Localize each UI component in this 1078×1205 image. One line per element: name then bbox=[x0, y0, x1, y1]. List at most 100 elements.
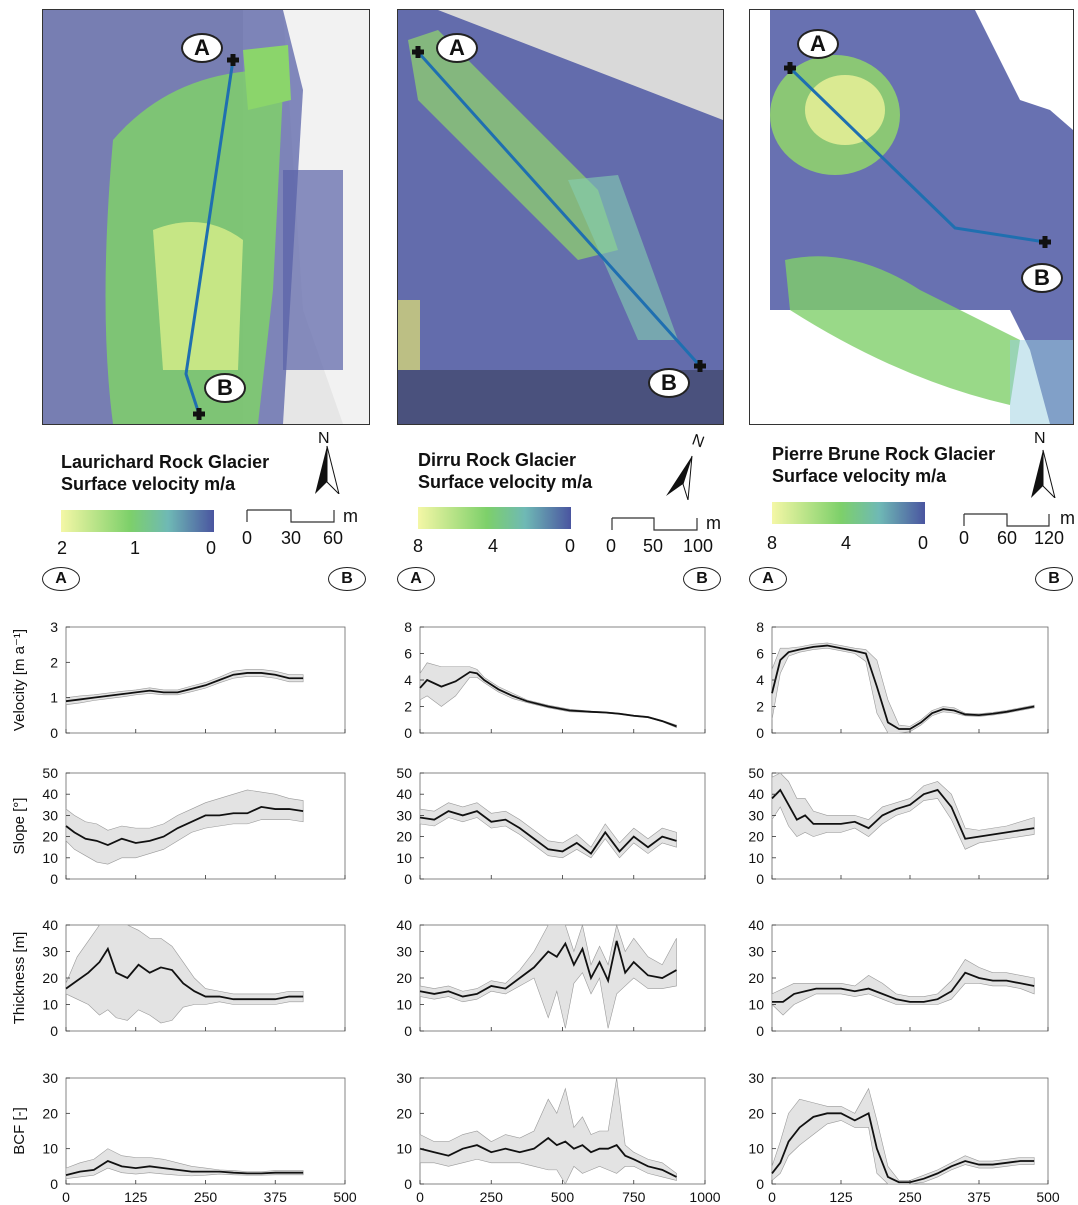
series-line bbox=[65, 805, 304, 847]
plot-frame bbox=[419, 772, 706, 880]
legend-title: Pierre Brune Rock Glacier Surface veloci… bbox=[772, 443, 995, 487]
y-tick-label: 40 bbox=[42, 917, 58, 933]
y-tick-label: 30 bbox=[396, 1070, 412, 1086]
north-arrow-icon bbox=[1031, 449, 1056, 498]
x-tick-label: 125 bbox=[829, 1189, 853, 1205]
uncertainty-band bbox=[65, 669, 304, 706]
legend-title-line2: Surface velocity m/a bbox=[772, 466, 947, 486]
scale-unit: m bbox=[343, 506, 358, 526]
y-tick-label: 10 bbox=[748, 1141, 764, 1157]
colorbar-tick: 0 bbox=[206, 538, 217, 558]
x-tick-label: 0 bbox=[416, 1189, 424, 1205]
scale-tick: 120 bbox=[1034, 528, 1065, 548]
y-tick-label: 0 bbox=[404, 725, 412, 741]
series-line bbox=[419, 1136, 677, 1178]
uncertainty-band bbox=[771, 642, 1035, 734]
colorbar-tick: 0 bbox=[565, 536, 576, 556]
scale-tick: 50 bbox=[643, 536, 664, 556]
y-tick-label: 10 bbox=[396, 997, 412, 1013]
colorbar-tick: 0 bbox=[918, 533, 929, 553]
y-tick-label: 50 bbox=[748, 765, 764, 781]
y-tick-label: 50 bbox=[42, 765, 58, 781]
series-line bbox=[419, 671, 677, 728]
x-tick-label: 375 bbox=[967, 1189, 991, 1205]
legend-title-line2: Surface velocity m/a bbox=[61, 474, 236, 494]
x-tick-label: 750 bbox=[622, 1189, 646, 1205]
series-line bbox=[419, 940, 677, 998]
scale-tick: 60 bbox=[323, 528, 344, 548]
series-line bbox=[771, 644, 1035, 730]
y-tick-label: 0 bbox=[756, 1176, 764, 1192]
map-label-b: B bbox=[1021, 263, 1063, 293]
cross-markers bbox=[193, 46, 1051, 420]
y-tick-label: 20 bbox=[748, 829, 764, 845]
velocity-colorbar bbox=[418, 507, 571, 529]
y-axis-label: Slope [°] bbox=[11, 798, 28, 855]
x-tick-label: 1000 bbox=[689, 1189, 720, 1205]
y-tick-label: 0 bbox=[756, 1023, 764, 1039]
scale-tick: 60 bbox=[997, 528, 1018, 548]
scale-tick: 30 bbox=[281, 528, 302, 548]
series-line bbox=[771, 1112, 1035, 1184]
colorbar-tick: 1 bbox=[130, 538, 141, 558]
y-tick-label: 30 bbox=[396, 807, 412, 823]
legend-title: Dirru Rock Glacier Surface velocity m/a bbox=[418, 449, 592, 493]
north-label: N bbox=[1034, 430, 1046, 447]
y-tick-label: 30 bbox=[42, 1070, 58, 1086]
x-tick-label: 500 bbox=[1036, 1189, 1060, 1205]
y-tick-label: 10 bbox=[42, 1141, 58, 1157]
legend-title-line2: Surface velocity m/a bbox=[418, 472, 593, 492]
series-line bbox=[65, 1160, 304, 1177]
y-tick-label: 10 bbox=[396, 1141, 412, 1157]
series-line bbox=[771, 788, 1035, 840]
profile-start-label: A bbox=[749, 567, 787, 591]
scale-tick: 0 bbox=[606, 536, 617, 556]
x-tick-label: 0 bbox=[62, 1189, 70, 1205]
y-tick-label: 20 bbox=[42, 829, 58, 845]
north-arrow-icon bbox=[315, 445, 340, 494]
y-tick-label: 50 bbox=[396, 765, 412, 781]
colorbar-tick: 2 bbox=[57, 538, 68, 558]
y-axis-label: Thickness [m] bbox=[11, 932, 28, 1025]
y-tick-label: 6 bbox=[756, 646, 764, 662]
y-tick-label: 0 bbox=[50, 1023, 58, 1039]
legend-title-line1: Pierre Brune Rock Glacier bbox=[772, 444, 996, 464]
y-tick-label: 8 bbox=[756, 619, 764, 635]
x-tick-label: 250 bbox=[898, 1189, 922, 1205]
scale-tick: 0 bbox=[242, 528, 253, 548]
scale-bar bbox=[611, 517, 698, 531]
y-tick-label: 30 bbox=[748, 807, 764, 823]
y-tick-label: 10 bbox=[748, 850, 764, 866]
velocity-colorbar bbox=[61, 510, 214, 532]
series-line bbox=[772, 971, 1035, 1003]
scale-unit: m bbox=[1060, 508, 1075, 528]
north-arrow-icon bbox=[666, 455, 693, 500]
map-label-a: A bbox=[181, 33, 223, 63]
series-line bbox=[419, 810, 677, 855]
x-tick-label: 250 bbox=[194, 1189, 218, 1205]
y-tick-label: 6 bbox=[404, 646, 412, 662]
x-tick-label: 0 bbox=[768, 1189, 776, 1205]
y-tick-label: 40 bbox=[748, 786, 764, 802]
y-axis-label: BCF [-] bbox=[11, 1107, 28, 1155]
y-tick-label: 30 bbox=[748, 1070, 764, 1086]
legend-title-line1: Dirru Rock Glacier bbox=[418, 450, 577, 470]
profile-line-dirru bbox=[416, 50, 702, 368]
north-label: N bbox=[318, 430, 330, 447]
y-tick-label: 20 bbox=[396, 1105, 412, 1121]
x-tick-label: 125 bbox=[124, 1189, 148, 1205]
legend-title: Laurichard Rock Glacier Surface velocity… bbox=[61, 451, 269, 495]
x-tick-label: 375 bbox=[264, 1189, 288, 1205]
y-tick-label: 1 bbox=[50, 690, 58, 706]
scale-tick: 100 bbox=[683, 536, 714, 556]
y-tick-label: 40 bbox=[396, 917, 412, 933]
map-label-a: A bbox=[797, 29, 839, 59]
y-tick-label: 40 bbox=[748, 917, 764, 933]
profile-overlay bbox=[184, 46, 1051, 420]
series-line bbox=[65, 946, 304, 1001]
y-tick-label: 10 bbox=[396, 850, 412, 866]
x-tick-label: 500 bbox=[551, 1189, 575, 1205]
y-tick-label: 20 bbox=[748, 970, 764, 986]
velocity-colorbar bbox=[772, 502, 925, 524]
uncertainty-band bbox=[65, 1148, 304, 1180]
